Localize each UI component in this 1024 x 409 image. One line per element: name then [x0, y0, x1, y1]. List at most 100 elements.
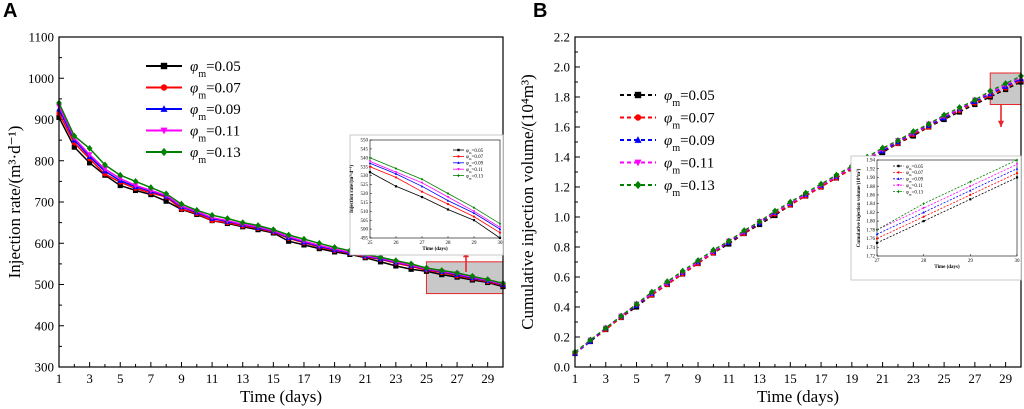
x-tick-label: 7 — [664, 371, 671, 386]
legend-symbol: φ — [664, 88, 672, 104]
legend-value: =0.05 — [680, 88, 715, 104]
legend-label: φm=0.07 — [190, 81, 241, 102]
inset-data-point — [472, 215, 476, 218]
inset-legend-marker — [457, 155, 460, 158]
inset-legend-marker — [897, 190, 900, 194]
inset-data-point — [420, 195, 424, 199]
inset-series-line — [369, 162, 501, 230]
inset-y-tick-label: 505 — [361, 219, 369, 224]
inset-data-point — [394, 172, 398, 175]
x-tick-label: 25 — [938, 371, 951, 386]
legend-marker — [634, 91, 642, 99]
inset-legend-marker — [457, 148, 460, 152]
data-point — [756, 218, 763, 225]
legend-value: =0.07 — [472, 155, 484, 160]
inset-series-3 — [368, 161, 502, 231]
y-tick-label: 1.0 — [554, 210, 570, 225]
inset-data-point — [394, 167, 398, 170]
inset-series-5 — [875, 158, 1019, 232]
inset-data-point — [446, 196, 450, 199]
legend-symbol: φ — [466, 149, 469, 154]
y-tick-label: 1.6 — [554, 120, 571, 135]
inset-legend-label: φm=0.07 — [906, 171, 924, 177]
legend-value: =0.13 — [206, 145, 241, 161]
data-point — [438, 267, 445, 274]
inset-series-1 — [875, 176, 1019, 245]
inset-data-point — [394, 185, 398, 188]
x-tick-label: 5 — [633, 371, 640, 386]
y-tick-label: 0.8 — [554, 240, 570, 255]
inset-data-point — [969, 193, 972, 197]
inset-x-tick-label: 26 — [394, 241, 400, 246]
data-point — [86, 144, 93, 152]
inset-chart: 1.72 1.74 1.76 1.78 1.80 1.82 1.84 1.86 1.88 1.90… — [850, 155, 1022, 281]
legend-symbol: φ — [664, 178, 672, 194]
x-tick-label: 9 — [695, 371, 702, 386]
legend-value: =0.07 — [206, 81, 241, 97]
data-point — [87, 160, 93, 166]
inset-y-tick-label: 535 — [361, 165, 369, 170]
inset-series-1 — [368, 170, 502, 240]
legend-marker — [634, 136, 642, 143]
data-point — [71, 132, 78, 140]
legend-marker — [160, 127, 168, 135]
legend-value: =0.11 — [206, 124, 240, 140]
data-point — [163, 190, 170, 198]
x-tick-label: 3 — [603, 371, 610, 386]
legend-subscript: m — [909, 173, 912, 177]
inset-data-point — [875, 232, 879, 236]
inset-data-point — [969, 185, 972, 188]
x-tick-label: 29 — [481, 371, 494, 386]
legend-symbol: φ — [664, 156, 672, 172]
inset-y-axis-title: Cumulative injection volume/(10⁴m³) — [856, 168, 862, 247]
inset-x-tick-label: 28 — [921, 259, 927, 264]
x-tick-label: 23 — [389, 371, 402, 386]
x-tick-label: 15 — [784, 371, 797, 386]
data-point — [679, 267, 686, 275]
y-tick-label: 500 — [35, 277, 55, 292]
legend-value: =0.11 — [680, 156, 714, 172]
x-tick-label: 27 — [968, 371, 982, 386]
legend-symbol: φ — [190, 124, 198, 140]
inset-legend-label: φm=0.05 — [466, 149, 484, 155]
inset-x-tick-label: 29 — [968, 259, 974, 264]
legend-label: φm=0.09 — [664, 133, 715, 154]
inset-legend-label: φm=0.13 — [466, 174, 484, 180]
inset-x-tick-label: 30 — [498, 241, 504, 246]
inset-data-point — [368, 161, 372, 165]
inset-series-line — [876, 177, 1018, 244]
data-point — [71, 144, 77, 150]
legend-subscript: m — [909, 167, 912, 171]
inset-y-tick-label: 495 — [361, 237, 369, 242]
y-tick-label: 1.4 — [554, 150, 571, 165]
inset-data-point — [446, 203, 450, 206]
series-line — [58, 105, 504, 285]
data-point — [423, 264, 430, 272]
inset-data-point — [1015, 163, 1019, 166]
legend-label: φm=0.13 — [664, 178, 715, 199]
data-point — [1002, 80, 1009, 87]
x-tick-label: 11 — [206, 371, 219, 386]
inset-y-tick-label: 515 — [361, 201, 369, 206]
legend-marker — [160, 105, 168, 112]
data-point — [987, 87, 994, 95]
inset-y-tick-label: 1.86 — [866, 194, 875, 199]
legend-subscript: m — [198, 69, 206, 80]
x-tick-label: 9 — [178, 371, 185, 386]
data-point — [117, 176, 124, 182]
inset-data-point — [498, 226, 502, 229]
inset-legend-label: φm=0.09 — [906, 178, 924, 184]
data-point — [239, 219, 246, 227]
data-point — [408, 260, 414, 268]
x-tick-label: 11 — [723, 371, 736, 386]
inset-data-point — [498, 236, 502, 240]
legend-label: φm=0.11 — [664, 156, 714, 177]
inset-series-2 — [368, 165, 502, 234]
inset-data-point — [446, 208, 450, 211]
inset-y-tick-label: 1.94 — [866, 159, 875, 164]
inset-frame — [876, 159, 1018, 257]
inset-data-point — [472, 219, 476, 222]
legend-label: φm=0.11 — [190, 124, 240, 145]
x-tick-label: 7 — [148, 371, 155, 386]
inset-x-tick-label: 25 — [368, 241, 374, 246]
